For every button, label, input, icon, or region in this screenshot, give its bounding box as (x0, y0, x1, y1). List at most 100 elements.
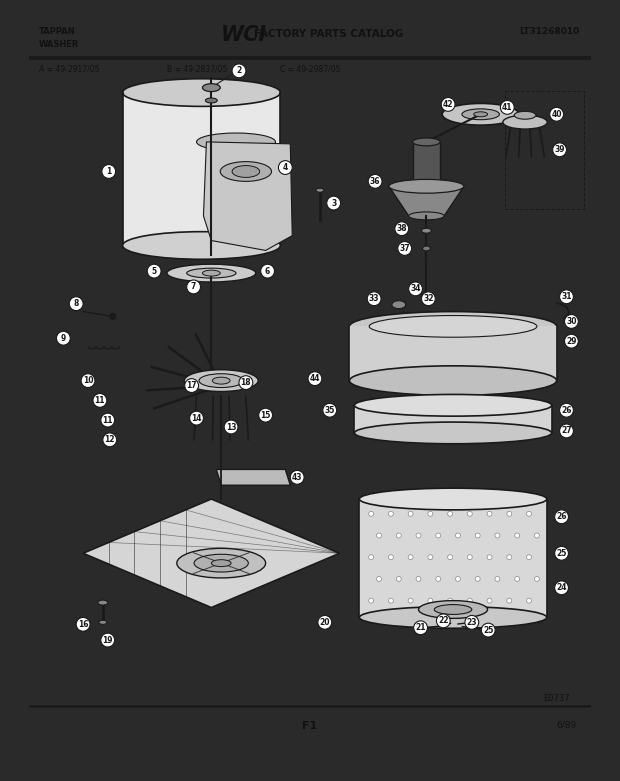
Circle shape (224, 420, 238, 434)
Bar (412, 142, 440, 187)
Text: 38: 38 (396, 224, 407, 234)
Text: LT31268010: LT31268010 (519, 27, 579, 37)
Circle shape (260, 264, 275, 278)
Circle shape (232, 64, 246, 78)
Circle shape (187, 280, 200, 294)
Ellipse shape (194, 555, 249, 572)
Circle shape (101, 633, 115, 647)
Text: C = 49-2987/05: C = 49-2987/05 (280, 65, 341, 74)
Text: 36: 36 (370, 177, 380, 186)
Ellipse shape (422, 246, 430, 251)
Circle shape (81, 374, 95, 387)
Circle shape (398, 241, 412, 255)
Text: 6/89: 6/89 (556, 721, 577, 730)
Circle shape (495, 576, 500, 581)
Circle shape (147, 264, 161, 278)
Ellipse shape (98, 600, 108, 605)
Ellipse shape (409, 212, 444, 219)
Text: 37: 37 (399, 244, 410, 253)
Circle shape (93, 394, 107, 407)
Circle shape (467, 598, 472, 603)
Text: 33: 33 (369, 294, 379, 303)
Polygon shape (83, 499, 340, 608)
Circle shape (507, 598, 511, 603)
Polygon shape (389, 187, 464, 216)
Text: 12: 12 (105, 435, 115, 444)
Text: 15: 15 (260, 411, 271, 419)
Polygon shape (203, 142, 292, 251)
Text: 17: 17 (186, 381, 197, 390)
Circle shape (565, 334, 578, 348)
Text: 7: 7 (191, 283, 197, 291)
Ellipse shape (167, 264, 255, 282)
Circle shape (476, 533, 480, 538)
Ellipse shape (316, 188, 324, 192)
Circle shape (526, 512, 531, 516)
Text: 8: 8 (74, 299, 79, 308)
Ellipse shape (392, 301, 405, 308)
Circle shape (190, 412, 203, 425)
Text: 27: 27 (561, 426, 572, 436)
Circle shape (526, 555, 531, 560)
Circle shape (388, 555, 393, 560)
Text: 40: 40 (551, 110, 562, 119)
Circle shape (555, 547, 569, 560)
Circle shape (507, 512, 511, 516)
Ellipse shape (123, 79, 280, 106)
Bar (123, 93, 280, 245)
Ellipse shape (203, 84, 220, 91)
Text: 10: 10 (83, 376, 93, 385)
Text: A = 49-2917/05: A = 49-2917/05 (38, 65, 99, 74)
Circle shape (465, 615, 479, 629)
Text: 44: 44 (309, 374, 320, 383)
Ellipse shape (442, 103, 519, 125)
Circle shape (396, 576, 401, 581)
Ellipse shape (355, 422, 552, 444)
Text: 32: 32 (423, 294, 433, 303)
Circle shape (448, 555, 453, 560)
Text: FACTORY PARTS CATALOG: FACTORY PARTS CATALOG (254, 30, 403, 39)
Ellipse shape (462, 109, 500, 119)
Text: 2: 2 (236, 66, 242, 75)
Circle shape (456, 533, 461, 538)
Circle shape (368, 174, 382, 188)
Text: 22: 22 (438, 616, 449, 626)
Ellipse shape (350, 312, 557, 341)
Circle shape (396, 533, 401, 538)
Circle shape (323, 403, 337, 417)
Text: 11: 11 (95, 396, 105, 405)
Text: 16: 16 (78, 620, 88, 629)
Circle shape (278, 161, 292, 174)
Circle shape (555, 581, 569, 594)
Ellipse shape (184, 369, 258, 391)
Circle shape (448, 512, 453, 516)
Circle shape (515, 576, 520, 581)
Text: 30: 30 (566, 317, 577, 326)
Ellipse shape (99, 620, 107, 624)
Bar (350, 326, 557, 380)
Ellipse shape (369, 316, 537, 337)
Text: 25: 25 (556, 549, 567, 558)
Circle shape (467, 555, 472, 560)
Ellipse shape (123, 232, 280, 259)
Circle shape (487, 598, 492, 603)
Text: 13: 13 (226, 423, 236, 431)
Text: 43: 43 (292, 473, 303, 482)
Circle shape (408, 512, 413, 516)
Ellipse shape (474, 112, 487, 116)
Text: TAPPAN
WASHER: TAPPAN WASHER (38, 27, 79, 49)
Circle shape (534, 533, 539, 538)
Text: 3: 3 (331, 198, 336, 208)
Circle shape (515, 533, 520, 538)
Circle shape (555, 510, 569, 524)
Ellipse shape (197, 133, 275, 151)
Text: 39: 39 (554, 145, 565, 155)
Circle shape (327, 196, 340, 210)
Ellipse shape (350, 366, 557, 395)
Circle shape (367, 292, 381, 305)
Circle shape (565, 315, 578, 328)
Ellipse shape (360, 488, 547, 510)
Bar (360, 499, 547, 618)
Ellipse shape (422, 228, 432, 234)
Circle shape (103, 433, 117, 447)
